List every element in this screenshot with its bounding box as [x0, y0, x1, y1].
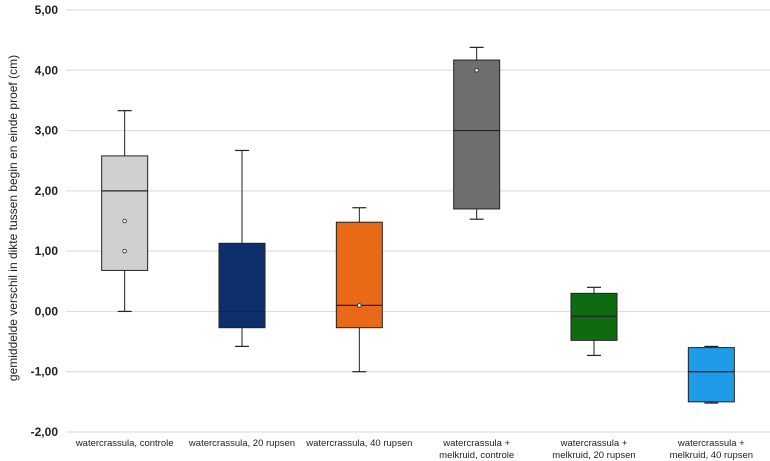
data-point: [357, 303, 362, 308]
y-axis-label: gemiddelde verschil in dikte tussen begi…: [6, 55, 20, 381]
box-6: [687, 345, 735, 404]
iqr-box: [570, 292, 618, 341]
box-2: [218, 149, 266, 347]
y-tick-label: 4,00: [35, 63, 59, 77]
box-5: [570, 286, 618, 357]
data-point: [474, 68, 479, 73]
gridlines: [66, 9, 770, 433]
x-category-label: watercrassula, 40 rupsen: [305, 438, 412, 449]
y-tick-label: 2,00: [35, 184, 59, 198]
x-category-label: watercrassula, 20 rupsen: [188, 438, 295, 449]
x-category-label: melkruid, 20 rupsen: [552, 450, 635, 461]
x-category-label: watercrassula, controle: [75, 438, 174, 449]
y-tick-label: 3,00: [35, 124, 59, 138]
x-category-label: watercrassula +: [442, 438, 510, 449]
y-tick-label: 5,00: [35, 3, 59, 17]
box-1: [101, 110, 149, 313]
y-tick-label: 0,00: [35, 304, 59, 318]
y-tick-label: -2,00: [31, 425, 59, 439]
iqr-box: [687, 347, 735, 403]
y-axis-ticks: 5,00 4,00 3,00 2,00 1,00 0,00 -1,00 -2,00: [31, 3, 59, 439]
data-point: [122, 248, 127, 254]
data-point: [122, 218, 127, 224]
iqr-box: [335, 221, 383, 329]
x-category-label: watercrassula +: [560, 438, 628, 449]
x-category-label: melkruid, 40 rupsen: [670, 450, 753, 461]
box-3: [335, 207, 383, 373]
box-4: [453, 46, 501, 220]
x-category-label: watercrassula +: [677, 438, 745, 449]
boxes: [101, 46, 735, 404]
x-category-label: melkruid, controle: [439, 450, 514, 461]
iqr-box: [453, 59, 501, 210]
iqr-box: [218, 242, 266, 329]
x-axis-categories: watercrassula, controle watercrassula, 20…: [75, 438, 753, 461]
y-tick-label: 1,00: [35, 244, 59, 258]
y-tick-label: -1,00: [31, 365, 59, 379]
